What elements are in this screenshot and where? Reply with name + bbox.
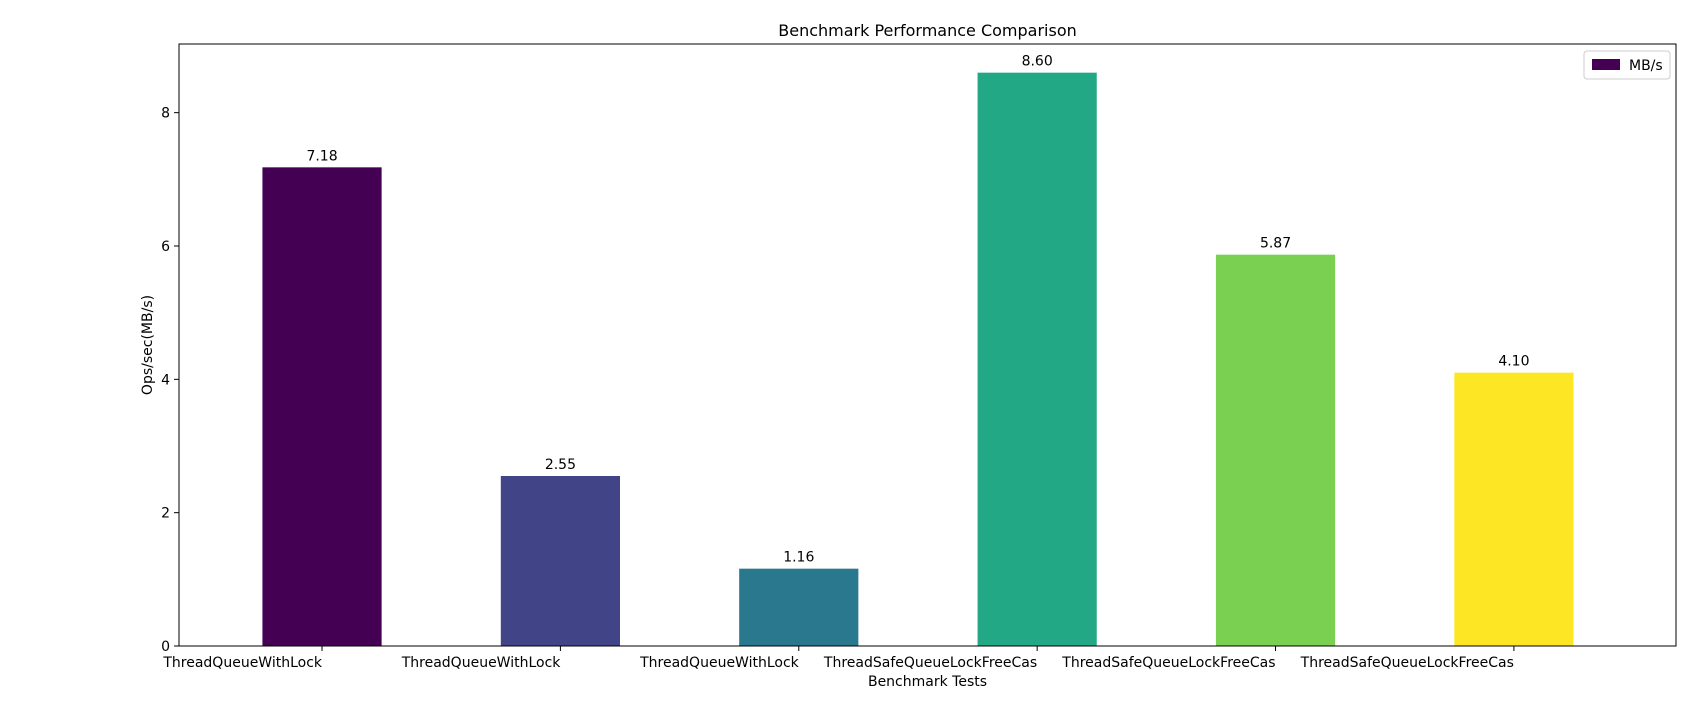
legend: MB/s [1583, 50, 1671, 80]
bar-5 [1215, 254, 1336, 646]
y-tick-label-4: 6 [161, 239, 170, 255]
bar-3 [739, 568, 859, 646]
y-axis-label: Ops/sec(MB/s) [140, 295, 156, 395]
y-tick-label-5: 8 [161, 106, 170, 122]
data-labels-layer: 7.18 2.55 1.16 8.60 5.87 4.10 [306, 54, 1529, 566]
x-tick-label-4: ThreadSafeQueueLockFreeCas [823, 655, 1037, 671]
bar-1 [262, 167, 382, 647]
bars-layer [262, 72, 1574, 647]
data-label-3: 1.16 [783, 550, 814, 566]
data-label-6: 4.10 [1498, 354, 1529, 370]
data-label-4: 8.60 [1022, 54, 1053, 70]
bar-4 [977, 72, 1097, 646]
bar-6 [1454, 372, 1574, 646]
x-tick-label-6: ThreadSafeQueueLockFreeCas [1300, 655, 1514, 671]
data-label-5: 5.87 [1260, 236, 1291, 252]
legend-box [1583, 50, 1671, 80]
plot-frame [178, 43, 1677, 647]
y-tick-label-1: 0 [161, 639, 170, 655]
bar-2 [500, 476, 620, 646]
x-tick-label-2: ThreadQueueWithLock [401, 655, 562, 671]
y-tick-label-2: 2 [161, 506, 170, 522]
data-label-2: 2.55 [545, 457, 576, 473]
chart-title: Benchmark Performance Comparison [778, 21, 1077, 40]
x-axis-label: Benchmark Tests [868, 674, 987, 690]
data-label-1: 7.18 [306, 148, 337, 164]
ticks-layer: ThreadQueueWithLock ThreadQueueWithLock Th… [161, 106, 1515, 671]
x-tick-label-5: ThreadSafeQueueLockFreeCas [1061, 655, 1275, 671]
legend-label: MB/s [1629, 58, 1663, 74]
x-tick-label-3: ThreadQueueWithLock [639, 655, 800, 671]
y-tick-label-3: 4 [161, 372, 170, 388]
x-tick-label-1: ThreadQueueWithLock [162, 655, 323, 671]
legend-swatch [1592, 59, 1620, 70]
